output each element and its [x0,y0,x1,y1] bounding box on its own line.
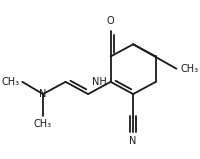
Text: N: N [129,136,136,146]
Text: CH₃: CH₃ [1,77,19,87]
Text: O: O [106,16,114,26]
Text: CH₃: CH₃ [179,64,197,74]
Text: CH₃: CH₃ [34,119,52,129]
Text: N: N [39,89,46,99]
Text: NH: NH [92,77,106,87]
